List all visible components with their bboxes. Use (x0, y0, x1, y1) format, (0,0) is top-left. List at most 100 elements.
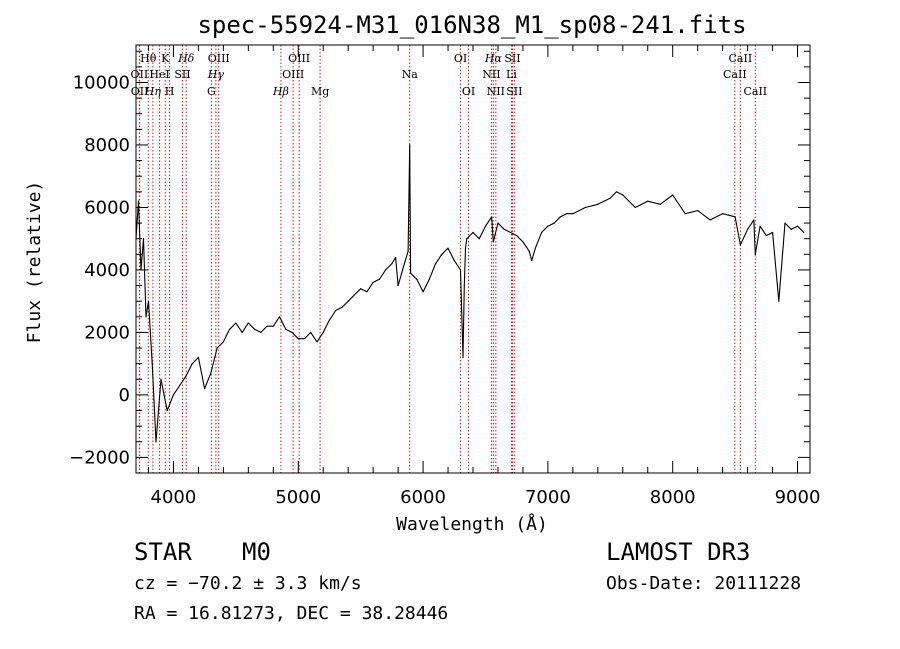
spectrum-data-point (409, 144, 411, 146)
spectrum-data-point (297, 338, 299, 340)
spectrum-data-point (746, 228, 749, 230)
spectrum-data-point (137, 200, 140, 202)
spectral-line-label: SII (174, 68, 190, 81)
spectrum-data-point (260, 331, 262, 334)
spectrum-data-point (378, 278, 380, 280)
spectrum-data-point (328, 319, 331, 321)
spectral-line-label: HeI (149, 68, 169, 81)
x-tick-label: 8000 (650, 487, 696, 508)
spectrum-data-point (754, 253, 756, 255)
plot-axes: 4000 5000 6000 7000 8000 9000 −2000 0 2000 4000 60… (69, 44, 820, 508)
spectrum-data-point (647, 200, 649, 202)
spectral-line-label: G (207, 85, 216, 98)
spectrum-data-point (553, 222, 555, 224)
spectrum-data-point (478, 238, 480, 240)
spectrum-data-point (216, 347, 218, 349)
y-tick-label: 0 (119, 385, 130, 406)
spectrum-data-point (484, 225, 487, 227)
spectrum-data-point (155, 441, 157, 443)
x-tick-label: 7000 (525, 487, 571, 508)
y-tick-label: 4000 (84, 260, 130, 281)
spectral-line-label: Na (402, 68, 419, 81)
spectrum-data-point (278, 316, 281, 318)
spectral-line-label: Li (506, 68, 517, 81)
x-tick-label: 6000 (400, 487, 446, 508)
y-axis-label: Flux (relative) (24, 181, 45, 344)
spectrum-data-point (722, 213, 724, 215)
spectrum-data-point (353, 294, 356, 296)
spectrum-data-point (709, 219, 711, 221)
spectrum-data-point (509, 231, 512, 234)
spectrum-data-point (803, 231, 805, 234)
spectrum-data-point (247, 322, 249, 324)
spectrum-data-point (241, 331, 243, 334)
survey-name: LAMOST DR3 (606, 538, 751, 566)
x-tick-label: 4000 (151, 487, 197, 508)
spectrum-data-point (147, 300, 150, 302)
spectrum-data-point (778, 300, 780, 302)
spectrum-data-point (503, 228, 505, 230)
spectrum-data-point (310, 331, 312, 334)
spectrum-data-point (547, 225, 549, 227)
spectrum-data-point (179, 384, 181, 387)
spectral-line-label: Mg (311, 85, 329, 98)
observation-date: Obs-Date: 20111228 (606, 573, 802, 594)
spectrum-data-point (453, 259, 455, 262)
spectrum-data-point (765, 234, 767, 237)
y-tick-label: 6000 (84, 197, 130, 218)
spectrum-data-point (391, 263, 393, 265)
spectrum-data-point (739, 244, 741, 246)
spectral-line-label: SII (506, 85, 522, 98)
spectrum-data-point (160, 378, 162, 380)
spectrum-data-point (229, 328, 231, 330)
spectrum-data-point (360, 288, 362, 290)
spectrum-data-point (472, 231, 474, 234)
spectrum-data-point (166, 409, 168, 412)
spectrum-data-point (459, 269, 462, 271)
spectrum-data-point (253, 328, 256, 330)
sky-coordinates: RA = 16.81273, DEC = 38.28446 (134, 603, 449, 624)
spectral-line-label: OIII (282, 68, 304, 81)
spectrum-data-point (462, 356, 464, 359)
spectral-line-markers (138, 45, 756, 473)
spectral-line-label: SII (504, 52, 520, 65)
spectrum-data-point (697, 209, 699, 212)
spectrum-data-point (172, 394, 175, 396)
spectrum-data-point (534, 247, 537, 249)
spectrum-data-point (615, 191, 618, 193)
spectrum-data-point (759, 225, 761, 227)
spectral-line-label: CaII (723, 68, 747, 81)
spectrum-data-point (463, 284, 465, 287)
spectrum-data-point (272, 325, 274, 327)
spectrum-data-point (210, 372, 212, 374)
x-tick-label: 5000 (275, 487, 321, 508)
spectrum-data-point (372, 281, 374, 284)
spectral-line-label: Hη (144, 85, 162, 98)
spectrum-data-point (347, 300, 349, 302)
spectrum-data-point (235, 322, 237, 324)
spectrum-data-point (197, 356, 200, 359)
spectral-line-label: OI (462, 85, 475, 98)
spectrum-data-point (316, 341, 318, 343)
spectrum-data-point (204, 388, 206, 390)
spectrum-data-point (428, 278, 430, 280)
spectrum-data-point (566, 213, 568, 215)
spectrum-data-point (516, 234, 518, 237)
x-axis-label: Wavelength (Å) (396, 513, 548, 535)
spectrum-data-point (447, 247, 449, 249)
plot-frame (135, 44, 811, 474)
spectrum-data-point (341, 306, 343, 309)
spectrum-data-point (145, 316, 147, 318)
object-subclass: M0 (242, 538, 271, 566)
spectrum-data-point (753, 219, 755, 221)
spectrum-data-point (303, 338, 306, 340)
spectrum-data-point (492, 241, 494, 243)
spectral-line-label: Hθ (140, 52, 157, 65)
spectrum-data-point (285, 328, 287, 330)
spectrum-data-point (291, 331, 293, 334)
redshift-value: cz = −70.2 ± 3.3 km/s (134, 573, 362, 594)
spectral-line-label: OIII (288, 52, 310, 65)
spectral-line-label: Hδ (177, 52, 195, 65)
spectrum-data-point (572, 213, 574, 215)
